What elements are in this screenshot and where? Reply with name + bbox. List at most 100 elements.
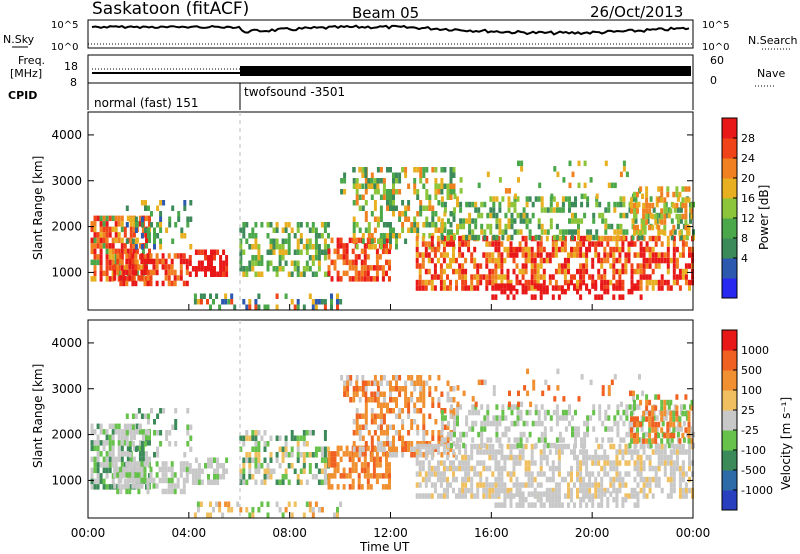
range-gate-cell	[386, 200, 389, 206]
range-gate-cell	[422, 435, 426, 441]
range-gate-cell	[111, 434, 115, 441]
range-gate-cell	[129, 456, 133, 463]
range-gate-cell	[552, 207, 556, 213]
range-gate-cell	[105, 270, 109, 277]
range-gate-cell	[576, 279, 579, 286]
range-gate-cell	[132, 232, 136, 238]
range-gate-cell	[500, 487, 504, 494]
range-gate-cell	[375, 462, 379, 468]
range-gate-cell	[167, 253, 171, 259]
range-gate-cell	[348, 237, 352, 244]
range-gate-cell	[486, 223, 490, 230]
range-gate-cell	[452, 189, 456, 195]
range-gate-cell	[430, 471, 434, 477]
range-gate-cell	[275, 266, 279, 272]
range-gate-cell	[150, 222, 153, 228]
range-gate-cell	[464, 443, 468, 450]
range-gate-cell	[666, 285, 670, 291]
range-gate-cell	[219, 260, 223, 266]
range-gate-cell	[516, 196, 520, 202]
range-gate-cell	[102, 445, 106, 452]
range-gate-cell	[524, 268, 528, 275]
colorbar-swatch	[722, 410, 737, 431]
range-gate-cell	[600, 283, 604, 289]
range-gate-cell	[389, 391, 392, 397]
range-gate-cell	[667, 212, 671, 219]
range-gate-cell	[311, 255, 315, 261]
range-gate-cell	[93, 484, 97, 490]
range-gate-cell	[159, 441, 163, 447]
range-gate-cell	[606, 496, 610, 503]
range-gate-cell	[248, 474, 252, 480]
range-gate-cell	[442, 246, 446, 253]
range-gate-cell	[615, 241, 619, 247]
range-gate-cell	[422, 380, 426, 386]
range-gate-cell	[422, 205, 426, 211]
range-gate-cell	[430, 465, 434, 472]
range-gate-cell	[376, 238, 380, 244]
range-gate-cell	[146, 483, 150, 489]
range-gate-cell	[323, 463, 327, 469]
range-gate-cell	[257, 430, 261, 436]
range-gate-cell	[155, 280, 159, 287]
range-gate-cell	[613, 229, 617, 235]
range-gate-cell	[689, 218, 692, 224]
range-gate-cell	[275, 271, 279, 277]
range-gate-cell	[642, 257, 646, 264]
range-gate-cell	[401, 227, 405, 233]
range-gate-cell	[491, 471, 495, 477]
range-gate-cell	[479, 471, 483, 477]
range-gate-cell	[513, 201, 517, 208]
range-gate-cell	[522, 207, 526, 213]
range-gate-cell	[690, 438, 694, 444]
range-gate-cell	[512, 471, 516, 477]
range-gate-cell	[413, 216, 417, 222]
range-gate-cell	[607, 182, 611, 189]
range-gate-cell	[524, 443, 528, 450]
range-gate-cell	[485, 235, 489, 242]
range-gate-cell	[579, 246, 583, 253]
range-gate-cell	[500, 454, 504, 461]
range-gate-cell	[129, 467, 133, 474]
range-gate-cell	[634, 442, 638, 449]
range-gate-cell	[500, 449, 504, 455]
colorbar-swatch	[722, 370, 737, 391]
range-gate-cell	[531, 420, 535, 427]
range-gate-cell	[618, 279, 622, 286]
range-gate-cell	[427, 465, 431, 472]
range-gate-cell	[385, 456, 388, 463]
range-gate-cell	[248, 512, 252, 518]
range-gate-cell	[453, 234, 456, 241]
range-gate-cell	[290, 299, 294, 305]
range-gate-cell	[498, 207, 502, 213]
range-gate-cell	[675, 454, 679, 461]
range-gate-cell	[672, 257, 676, 264]
range-gate-cell	[509, 279, 513, 286]
range-gate-cell	[90, 226, 94, 233]
range-gate-cell	[410, 446, 414, 452]
range-gate-cell	[155, 472, 159, 478]
range-gate-cell	[443, 408, 447, 414]
range-gate-cell	[471, 437, 475, 443]
range-gate-cell	[293, 249, 297, 255]
range-gate-cell	[639, 285, 643, 291]
range-gate-cell	[663, 213, 667, 220]
range-gate-cell	[266, 266, 270, 272]
range-gate-cell	[681, 493, 685, 499]
range-gate-cell	[367, 183, 371, 189]
range-gate-cell	[134, 238, 138, 244]
range-gate-cell	[209, 501, 212, 507]
range-gate-cell	[461, 285, 465, 291]
range-gate-cell	[567, 482, 570, 488]
range-gate-cell	[415, 279, 419, 286]
range-gate-cell	[120, 429, 124, 435]
range-gate-cell	[458, 241, 462, 247]
range-gate-cell	[495, 196, 499, 202]
range-gate-cell	[672, 449, 676, 455]
range-gate-cell	[137, 424, 141, 430]
range-gate-cell	[564, 409, 568, 416]
range-gate-cell	[272, 249, 276, 255]
range-gate-cell	[373, 413, 377, 419]
range-gate-cell	[594, 476, 598, 483]
range-gate-cell	[446, 391, 450, 397]
